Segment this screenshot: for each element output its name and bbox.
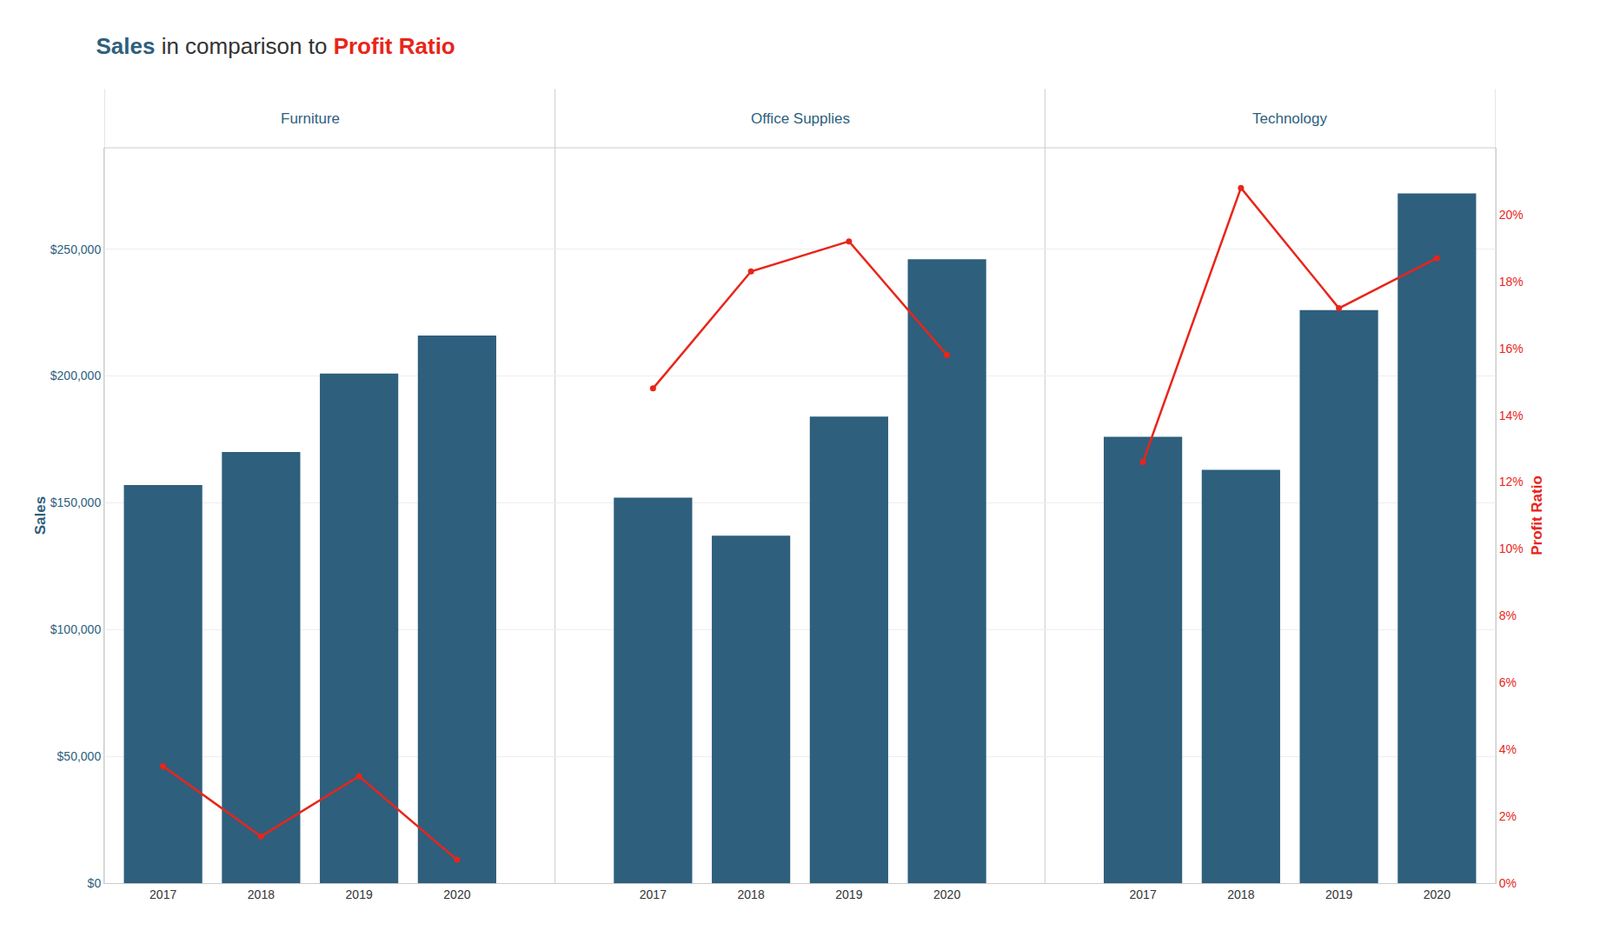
svg-text:2020: 2020: [1423, 887, 1451, 902]
svg-text:2020: 2020: [443, 887, 471, 902]
svg-text:2020: 2020: [933, 887, 961, 902]
svg-text:Furniture: Furniture: [280, 110, 340, 127]
svg-text:16%: 16%: [1499, 341, 1524, 356]
svg-text:2019: 2019: [1325, 887, 1353, 902]
svg-text:$250,000: $250,000: [50, 242, 102, 257]
svg-text:Office Supplies: Office Supplies: [750, 110, 850, 127]
svg-text:$100,000: $100,000: [50, 622, 102, 637]
svg-text:8%: 8%: [1499, 608, 1517, 623]
svg-text:2019: 2019: [835, 887, 863, 902]
svg-text:2017: 2017: [1129, 887, 1157, 902]
svg-text:14%: 14%: [1499, 408, 1524, 423]
svg-text:Technology: Technology: [1252, 110, 1328, 127]
svg-text:$200,000: $200,000: [50, 368, 102, 383]
svg-text:Sales: Sales: [32, 496, 49, 535]
svg-text:0%: 0%: [1499, 876, 1517, 890]
svg-text:$0: $0: [87, 876, 102, 890]
svg-text:20%: 20%: [1499, 207, 1524, 222]
svg-text:2018: 2018: [247, 887, 275, 902]
svg-text:Sales in comparison to Profit: Sales in comparison to Profit Ratio: [95, 33, 455, 60]
svg-text:2018: 2018: [737, 887, 765, 902]
svg-text:$50,000: $50,000: [57, 749, 102, 764]
svg-text:10%: 10%: [1499, 541, 1524, 556]
svg-text:18%: 18%: [1499, 274, 1524, 289]
svg-text:Profit Ratio: Profit Ratio: [1528, 475, 1546, 556]
svg-text:2019: 2019: [345, 887, 373, 902]
svg-text:4%: 4%: [1499, 742, 1517, 757]
svg-text:12%: 12%: [1499, 474, 1524, 489]
svg-text:2017: 2017: [149, 887, 177, 902]
svg-text:2018: 2018: [1227, 887, 1255, 902]
svg-text:6%: 6%: [1499, 675, 1517, 690]
svg-text:2017: 2017: [639, 887, 667, 902]
svg-text:$150,000: $150,000: [50, 495, 102, 510]
svg-text:2%: 2%: [1499, 809, 1517, 824]
